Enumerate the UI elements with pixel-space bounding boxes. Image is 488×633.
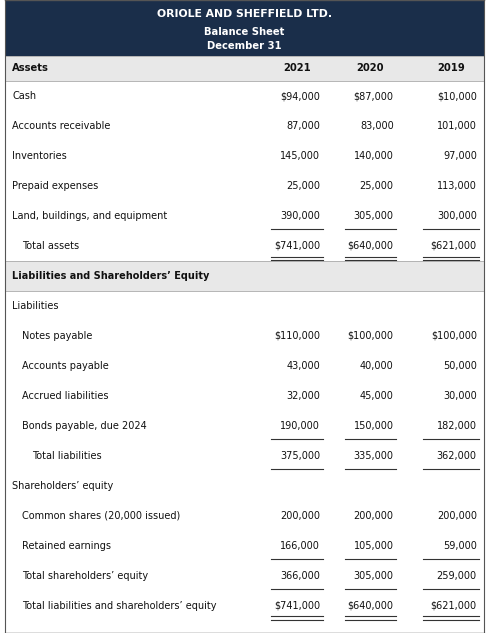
Text: Total liabilities: Total liabilities	[32, 451, 101, 461]
Text: $741,000: $741,000	[274, 241, 320, 251]
Text: 362,000: 362,000	[436, 451, 476, 461]
Text: Liabilities: Liabilities	[12, 301, 59, 311]
Text: Total assets: Total assets	[22, 241, 79, 251]
Bar	[5, 56, 483, 81]
Text: Bonds payable, due 2024: Bonds payable, due 2024	[22, 421, 146, 431]
Bar	[5, 0, 483, 56]
Bar	[5, 261, 483, 291]
Text: 145,000: 145,000	[280, 151, 320, 161]
Text: 45,000: 45,000	[359, 391, 393, 401]
Text: Total shareholders’ equity: Total shareholders’ equity	[22, 571, 148, 581]
Text: 166,000: 166,000	[280, 541, 320, 551]
Text: 113,000: 113,000	[436, 181, 476, 191]
Text: Common shares (20,000 issued): Common shares (20,000 issued)	[22, 511, 180, 521]
Text: 375,000: 375,000	[280, 451, 320, 461]
Text: 300,000: 300,000	[436, 211, 476, 221]
Text: 305,000: 305,000	[353, 571, 393, 581]
Text: 200,000: 200,000	[280, 511, 320, 521]
Text: Balance Sheet: Balance Sheet	[204, 27, 284, 37]
Text: Total liabilities and shareholders’ equity: Total liabilities and shareholders’ equi…	[22, 601, 216, 611]
Text: $100,000: $100,000	[430, 331, 476, 341]
Text: 2020: 2020	[356, 63, 384, 73]
Text: Accrued liabilities: Accrued liabilities	[22, 391, 108, 401]
Text: $10,000: $10,000	[436, 91, 476, 101]
Text: Inventories: Inventories	[12, 151, 67, 161]
Text: Retained earnings: Retained earnings	[22, 541, 111, 551]
Text: Shareholders’ equity: Shareholders’ equity	[12, 481, 113, 491]
Text: 105,000: 105,000	[353, 541, 393, 551]
Text: 140,000: 140,000	[353, 151, 393, 161]
Text: 59,000: 59,000	[442, 541, 476, 551]
Text: 43,000: 43,000	[286, 361, 320, 371]
Text: $94,000: $94,000	[280, 91, 320, 101]
Text: $621,000: $621,000	[430, 241, 476, 251]
Text: 25,000: 25,000	[285, 181, 320, 191]
Text: 83,000: 83,000	[359, 121, 393, 131]
Text: 366,000: 366,000	[280, 571, 320, 581]
Text: 200,000: 200,000	[436, 511, 476, 521]
Text: 30,000: 30,000	[442, 391, 476, 401]
Text: 32,000: 32,000	[286, 391, 320, 401]
Text: Assets: Assets	[12, 63, 49, 73]
Text: 2021: 2021	[283, 63, 310, 73]
Text: $87,000: $87,000	[353, 91, 393, 101]
Text: 259,000: 259,000	[436, 571, 476, 581]
Text: $100,000: $100,000	[347, 331, 393, 341]
Text: 150,000: 150,000	[353, 421, 393, 431]
Text: $640,000: $640,000	[347, 241, 393, 251]
Text: Land, buildings, and equipment: Land, buildings, and equipment	[12, 211, 167, 221]
Text: 335,000: 335,000	[353, 451, 393, 461]
Text: 40,000: 40,000	[359, 361, 393, 371]
Text: 200,000: 200,000	[353, 511, 393, 521]
Text: Accounts payable: Accounts payable	[22, 361, 108, 371]
Text: $741,000: $741,000	[274, 601, 320, 611]
Text: 2019: 2019	[436, 63, 464, 73]
Text: Prepaid expenses: Prepaid expenses	[12, 181, 98, 191]
Text: $621,000: $621,000	[430, 601, 476, 611]
Text: 182,000: 182,000	[436, 421, 476, 431]
Text: 50,000: 50,000	[442, 361, 476, 371]
Text: 305,000: 305,000	[353, 211, 393, 221]
Text: Notes payable: Notes payable	[22, 331, 92, 341]
Text: 25,000: 25,000	[359, 181, 393, 191]
Text: 101,000: 101,000	[436, 121, 476, 131]
Text: Cash: Cash	[12, 91, 36, 101]
Text: Liabilities and Shareholders’ Equity: Liabilities and Shareholders’ Equity	[12, 271, 209, 281]
Text: ORIOLE AND SHEFFIELD LTD.: ORIOLE AND SHEFFIELD LTD.	[157, 9, 331, 20]
Text: $110,000: $110,000	[274, 331, 320, 341]
Text: 97,000: 97,000	[442, 151, 476, 161]
Text: Accounts receivable: Accounts receivable	[12, 121, 110, 131]
Text: $640,000: $640,000	[347, 601, 393, 611]
Text: 190,000: 190,000	[280, 421, 320, 431]
Text: December 31: December 31	[207, 41, 281, 51]
Text: 87,000: 87,000	[286, 121, 320, 131]
Text: 390,000: 390,000	[280, 211, 320, 221]
